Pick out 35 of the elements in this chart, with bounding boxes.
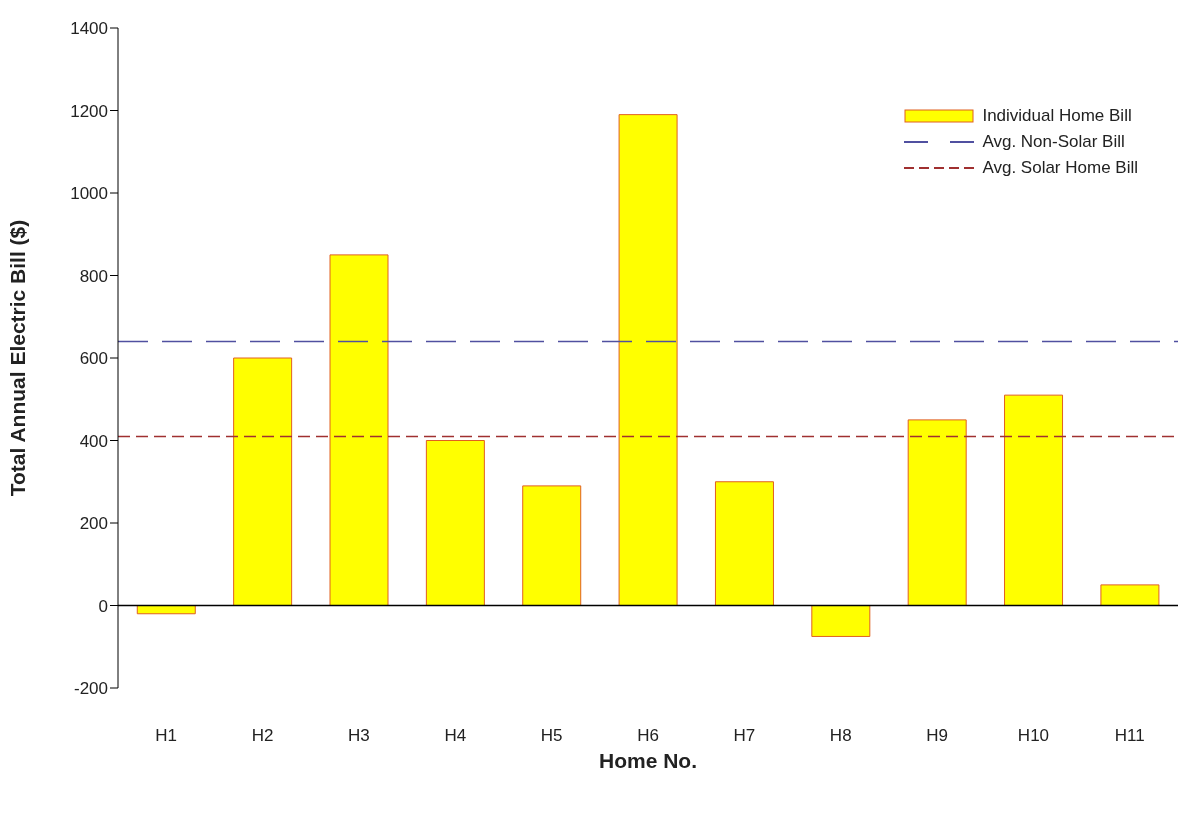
y-tick-label: 0: [98, 596, 108, 616]
x-axis-title: Home No.: [598, 749, 698, 772]
x-tick-label: H1: [155, 726, 178, 746]
y-tick-label: -200: [73, 679, 108, 699]
y-tick-label: 200: [79, 514, 108, 534]
x-tick-label: H4: [444, 726, 467, 746]
y-tick-label: 600: [79, 349, 108, 369]
y-axis-title: Total Annual Electric Bill ($): [6, 219, 30, 497]
bar: [522, 485, 582, 606]
x-tick-label: H2: [251, 726, 274, 746]
x-tick-label: H10: [1017, 726, 1050, 746]
x-tick-label: H7: [733, 726, 756, 746]
x-tick-label: H5: [540, 726, 563, 746]
bar: [425, 440, 485, 606]
bar: [1004, 394, 1064, 606]
x-tick-label: H8: [829, 726, 852, 746]
bar: [907, 419, 967, 606]
bar: [233, 357, 293, 606]
y-tick-label: 1200: [70, 101, 108, 121]
y-tick-label: 1000: [70, 184, 108, 204]
x-tick-label: H3: [348, 726, 370, 746]
y-tick-label: 800: [79, 266, 108, 286]
bar: [714, 481, 774, 606]
y-tick-label: 400: [79, 431, 108, 451]
legend-label: Avg. Non-Solar Bill: [982, 132, 1125, 152]
bar: [811, 605, 871, 637]
legend-label: Avg. Solar Home Bill: [982, 158, 1138, 178]
bar: [329, 254, 389, 606]
y-tick-label: 1400: [70, 19, 108, 39]
legend-label: Individual Home Bill: [982, 106, 1132, 126]
x-tick-label: H9: [926, 726, 948, 746]
x-tick-label: H6: [637, 726, 659, 746]
x-tick-label: H11: [1114, 726, 1145, 746]
bar: [618, 114, 678, 606]
bar: [1100, 584, 1160, 606]
